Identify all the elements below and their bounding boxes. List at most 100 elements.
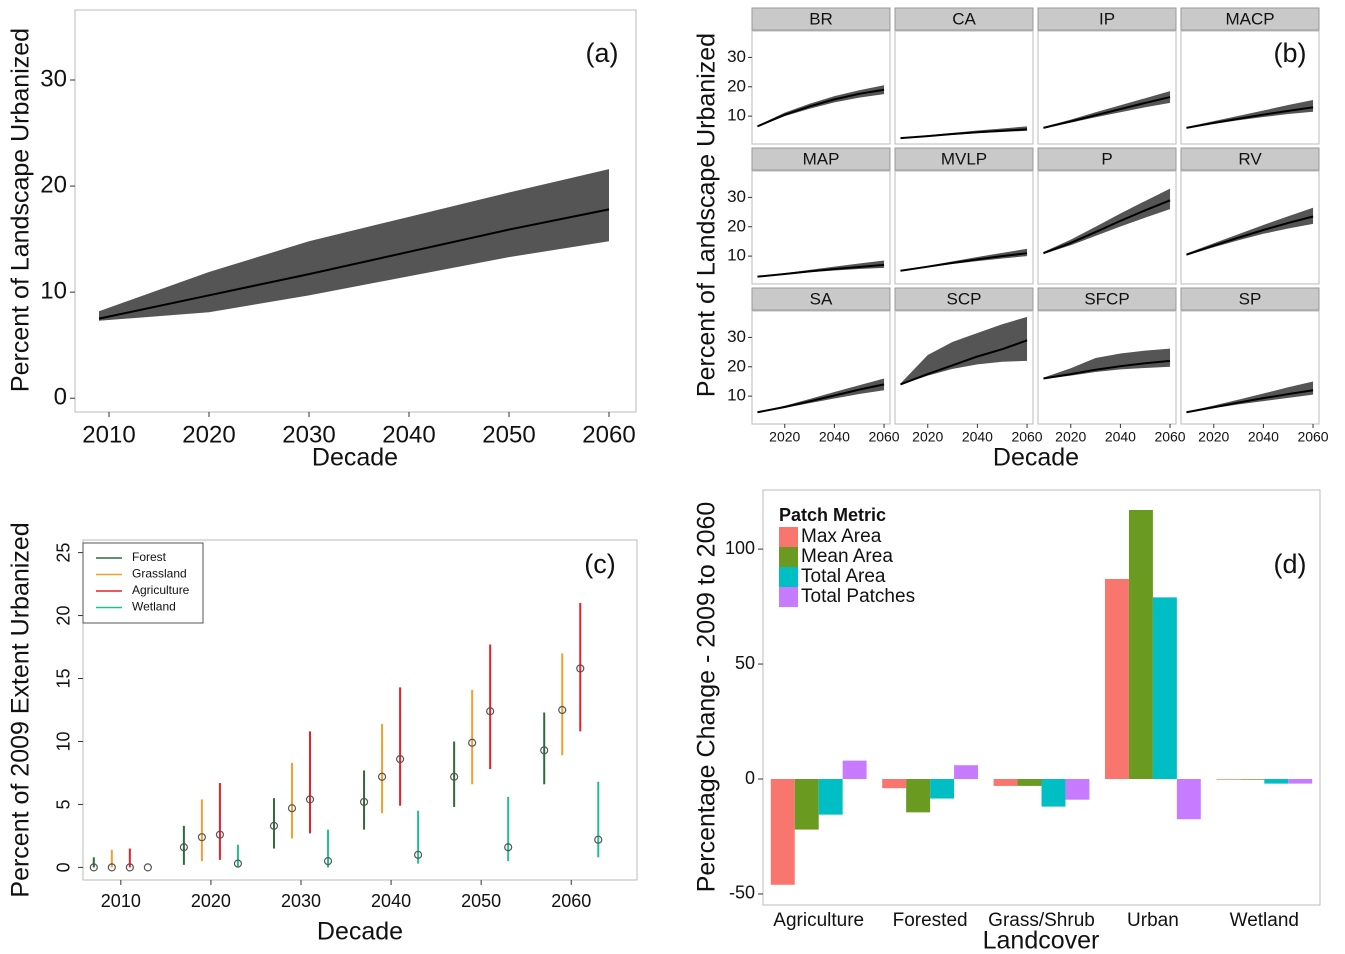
facet-strip [1180, 287, 1320, 311]
x-tick-label: 2040 [1248, 429, 1279, 445]
uncertainty-band [1043, 188, 1171, 255]
facet-strip [751, 147, 891, 171]
bar [1041, 779, 1066, 807]
y-axis-title: Percent of Landscape Urbanized [693, 33, 721, 397]
x-axis-title: Decade [312, 444, 398, 472]
y-tick-label: 30 [727, 187, 746, 206]
y-tick-label: 0 [54, 384, 67, 411]
x-tick-label: Grass/Shrub [988, 910, 1095, 931]
panel-border [894, 30, 1034, 145]
y-tick-label: 25 [54, 543, 74, 563]
mean-line [900, 339, 1028, 386]
mean-point [179, 843, 188, 852]
bar [770, 779, 795, 885]
bar [906, 779, 931, 813]
x-axis-title: Decade [317, 918, 403, 946]
x-tick-label: 2060 [1297, 429, 1328, 445]
legend-label: Grassland [132, 567, 187, 581]
facet-label: RV [1238, 149, 1262, 168]
legend-label: Max Area [801, 526, 882, 547]
legend-key [779, 547, 798, 567]
x-tick-label: 2050 [461, 891, 501, 911]
facet-strip [894, 7, 1034, 31]
mean-line [1043, 359, 1171, 380]
uncertainty-band [1043, 91, 1171, 129]
y-tick-label: 30 [727, 327, 746, 346]
legend-label: Mean Area [801, 546, 893, 567]
x-tick-label: 2020 [769, 429, 800, 445]
y-tick-label: 50 [735, 653, 755, 673]
mean-line [757, 88, 885, 128]
mean-point [215, 830, 225, 839]
panel-border [751, 30, 891, 145]
x-tick-label: 2060 [868, 429, 899, 445]
mean-point [269, 821, 279, 830]
bar [1288, 779, 1313, 784]
x-tick-label: 2020 [182, 421, 235, 448]
y-tick-label: 10 [727, 386, 746, 405]
y-axis-title: Percent of 2009 Extent Urbanized [7, 522, 35, 897]
facet-strip [1037, 147, 1177, 171]
panel-border [762, 489, 1321, 906]
y-tick-label: 20 [727, 356, 746, 375]
bar [1104, 578, 1129, 780]
x-axis-title: Decade [993, 444, 1079, 472]
mean-line [900, 128, 1028, 140]
x-tick-label: 2050 [482, 421, 535, 448]
facet-label: BR [809, 9, 833, 28]
mean-point [125, 863, 134, 872]
facet-label: SP [1239, 289, 1262, 308]
mean-point [486, 707, 495, 716]
mean-point [377, 772, 387, 781]
y-tick-label: 30 [727, 47, 746, 66]
bar [1017, 779, 1042, 786]
bar [993, 779, 1018, 786]
mean-point [450, 772, 459, 781]
legend-key [779, 567, 798, 587]
legend-label: Total Patches [801, 586, 915, 607]
x-tick-label: 2060 [551, 891, 591, 911]
mean-point [89, 863, 98, 872]
bar [1128, 510, 1153, 780]
legend-label: Agriculture [132, 583, 190, 597]
mean-point [594, 835, 603, 844]
facet-label: CA [952, 9, 976, 28]
x-axis-title: Landcover [983, 927, 1100, 954]
facet-strip [751, 7, 891, 31]
panel-border [1180, 310, 1320, 425]
facet-label: MAP [803, 149, 840, 168]
legend-key [779, 527, 798, 547]
x-tick-label: 2060 [1011, 429, 1042, 445]
y-tick-label: 0 [745, 768, 755, 788]
x-tick-label: 2030 [281, 891, 321, 911]
legend-box [82, 542, 204, 624]
x-tick-label: Wetland [1230, 910, 1299, 931]
x-tick-label: 2010 [82, 421, 135, 448]
bar [1264, 779, 1289, 784]
y-tick-label: 100 [725, 538, 755, 558]
bar [794, 779, 819, 830]
panel-border [751, 310, 891, 425]
mean-point [143, 863, 152, 872]
facet-label: P [1101, 149, 1112, 168]
x-tick-label: 2040 [819, 429, 850, 445]
x-tick-label: Forested [893, 910, 968, 931]
mean-point [414, 850, 423, 859]
legend-title: Patch Metric [779, 505, 886, 525]
bar [1152, 597, 1177, 780]
y-tick-label: 5 [54, 799, 74, 809]
legend-label: Wetland [132, 600, 176, 614]
uncertainty-band [1043, 348, 1171, 380]
panel-border [1180, 170, 1320, 285]
bar [882, 779, 907, 789]
x-tick-label: 2040 [371, 891, 411, 911]
facet-strip [1180, 7, 1320, 31]
mean-point [287, 804, 297, 813]
x-tick-label: 2020 [1198, 429, 1229, 445]
x-tick-label: 2020 [912, 429, 943, 445]
y-tick-label: 10 [54, 731, 74, 751]
y-axis-title: Percentage Change - 2009 to 2060 [693, 502, 721, 893]
x-tick-label: 2030 [282, 421, 335, 448]
x-tick-label: 2020 [191, 891, 231, 911]
y-tick-label: 20 [727, 76, 746, 95]
